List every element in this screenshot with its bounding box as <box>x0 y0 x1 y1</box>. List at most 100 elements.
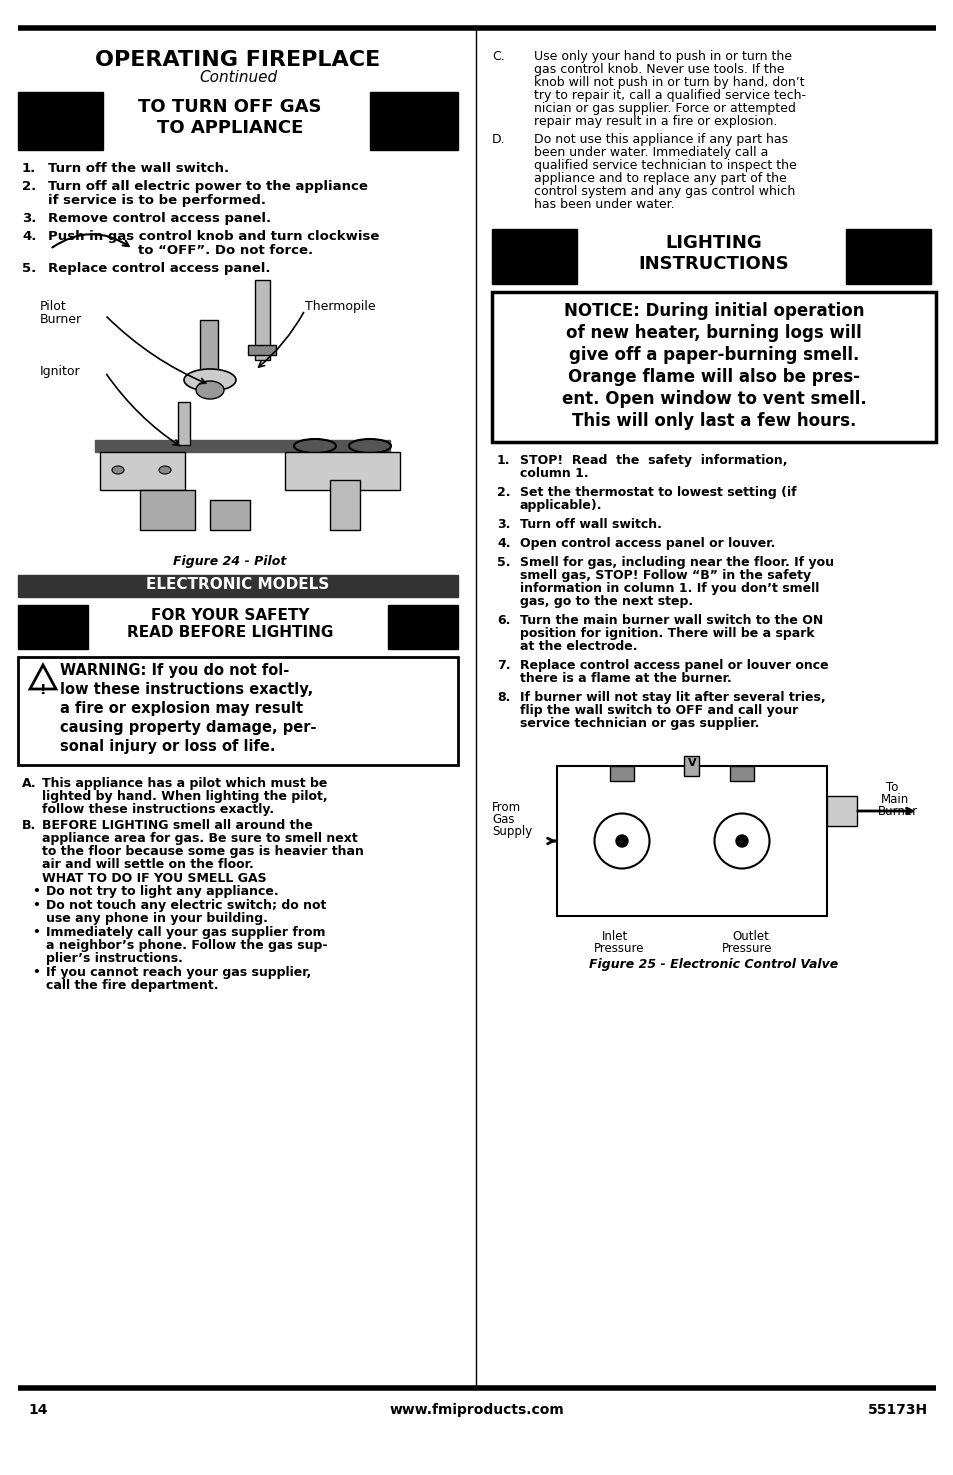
Text: Gas: Gas <box>492 813 514 826</box>
Text: Set the thermostat to lowest setting (if: Set the thermostat to lowest setting (if <box>519 485 796 499</box>
Text: If you cannot reach your gas supplier,: If you cannot reach your gas supplier, <box>46 966 311 979</box>
Text: nician or gas supplier. Force or attempted: nician or gas supplier. Force or attempt… <box>534 102 795 115</box>
Text: service technician or gas supplier.: service technician or gas supplier. <box>519 717 759 730</box>
Text: at the electrode.: at the electrode. <box>519 640 637 653</box>
Text: STOP!  Read  the  safety  information,: STOP! Read the safety information, <box>519 454 786 468</box>
Text: position for ignition. There will be a spark: position for ignition. There will be a s… <box>519 627 814 640</box>
Text: information in column 1. If you don’t smell: information in column 1. If you don’t sm… <box>519 583 819 594</box>
Text: Burner: Burner <box>40 313 82 326</box>
Text: gas, go to the next step.: gas, go to the next step. <box>519 594 693 608</box>
Text: Do not try to light any appliance.: Do not try to light any appliance. <box>46 885 278 898</box>
Bar <box>18 656 457 766</box>
Text: to “OFF”. Do not force.: to “OFF”. Do not force. <box>138 243 313 257</box>
Text: Do not touch any electric switch; do not: Do not touch any electric switch; do not <box>46 898 326 912</box>
Text: Immediately call your gas supplier from: Immediately call your gas supplier from <box>46 926 325 940</box>
Text: To: To <box>885 780 898 794</box>
Text: Figure 25 - Electronic Control Valve: Figure 25 - Electronic Control Valve <box>589 957 838 971</box>
Text: If burner will not stay lit after several tries,: If burner will not stay lit after severa… <box>519 690 824 704</box>
Text: call the fire department.: call the fire department. <box>46 979 218 993</box>
FancyArrowPatch shape <box>52 235 129 248</box>
Text: 2.: 2. <box>497 485 510 499</box>
Text: Open control access panel or louver.: Open control access panel or louver. <box>519 537 775 550</box>
Bar <box>140 490 194 530</box>
Text: qualified service technician to inspect the: qualified service technician to inspect … <box>534 159 796 173</box>
Text: 5.: 5. <box>497 556 510 569</box>
Text: •: • <box>32 885 40 898</box>
Text: B.: B. <box>22 819 36 832</box>
Text: try to repair it, call a qualified service tech-: try to repair it, call a qualified servi… <box>534 88 805 102</box>
Text: Replace control access panel or louver once: Replace control access panel or louver o… <box>519 659 828 673</box>
Text: 4.: 4. <box>22 230 36 243</box>
Bar <box>330 479 359 530</box>
Text: low these instructions exactly,: low these instructions exactly, <box>60 681 313 698</box>
Bar <box>557 766 826 916</box>
Text: ent. Open window to vent smell.: ent. Open window to vent smell. <box>561 389 865 409</box>
Text: a neighbor’s phone. Follow the gas sup-: a neighbor’s phone. Follow the gas sup- <box>46 940 327 951</box>
Text: Figure 24 - Pilot: Figure 24 - Pilot <box>173 555 287 568</box>
Text: 8.: 8. <box>497 690 510 704</box>
Text: 1.: 1. <box>22 162 36 176</box>
Text: Push in gas control knob and turn clockwise: Push in gas control knob and turn clockw… <box>48 230 379 243</box>
Text: there is a flame at the burner.: there is a flame at the burner. <box>519 673 731 684</box>
Text: 3.: 3. <box>497 518 510 531</box>
Text: of new heater, burning logs will: of new heater, burning logs will <box>565 324 861 342</box>
Text: knob will not push in or turn by hand, don’t: knob will not push in or turn by hand, d… <box>534 77 803 88</box>
Text: plier’s instructions.: plier’s instructions. <box>46 951 183 965</box>
Text: Replace control access panel.: Replace control access panel. <box>48 263 271 274</box>
Text: a fire or explosion may result: a fire or explosion may result <box>60 701 303 715</box>
Text: 6.: 6. <box>497 614 510 627</box>
Bar <box>210 500 250 530</box>
Text: Turn the main burner wall switch to the ON: Turn the main burner wall switch to the … <box>519 614 822 627</box>
Text: Main: Main <box>880 794 908 805</box>
Text: 55173H: 55173H <box>867 1403 927 1417</box>
Text: WHAT TO DO IF YOU SMELL GAS: WHAT TO DO IF YOU SMELL GAS <box>42 872 266 885</box>
Text: www.fmiproducts.com: www.fmiproducts.com <box>389 1403 564 1417</box>
Text: ELECTRONIC MODELS: ELECTRONIC MODELS <box>146 577 330 591</box>
Bar <box>18 575 457 597</box>
Text: Use only your hand to push in or turn the: Use only your hand to push in or turn th… <box>534 50 791 63</box>
Text: causing property damage, per-: causing property damage, per- <box>60 720 316 735</box>
Ellipse shape <box>112 466 124 473</box>
Bar <box>826 796 856 826</box>
Text: to the floor because some gas is heavier than: to the floor because some gas is heavier… <box>42 845 363 858</box>
Text: •: • <box>32 898 40 912</box>
Bar <box>18 91 103 150</box>
Text: D.: D. <box>492 133 505 146</box>
Text: FOR YOUR SAFETY
READ BEFORE LIGHTING: FOR YOUR SAFETY READ BEFORE LIGHTING <box>127 608 333 640</box>
Text: Thermopile: Thermopile <box>305 299 375 313</box>
Text: BEFORE LIGHTING smell all around the: BEFORE LIGHTING smell all around the <box>42 819 313 832</box>
Bar <box>200 320 218 381</box>
Text: lighted by hand. When lighting the pilot,: lighted by hand. When lighting the pilot… <box>42 791 327 802</box>
Text: •: • <box>32 966 40 979</box>
Text: Supply: Supply <box>492 825 532 838</box>
Text: Pressure: Pressure <box>721 943 772 954</box>
Text: V: V <box>687 758 696 768</box>
Bar <box>254 280 270 360</box>
Text: OPERATING FIREPLACE: OPERATING FIREPLACE <box>95 50 380 69</box>
Text: Burner: Burner <box>877 805 917 819</box>
Text: repair may result in a fire or explosion.: repair may result in a fire or explosion… <box>534 115 777 128</box>
Bar <box>845 229 930 285</box>
Text: 1.: 1. <box>497 454 510 468</box>
Text: Smell for gas, including near the floor. If you: Smell for gas, including near the floor.… <box>519 556 833 569</box>
Bar <box>370 91 457 150</box>
Text: 4.: 4. <box>497 537 510 550</box>
Bar <box>18 605 88 649</box>
Text: gas control knob. Never use tools. If the: gas control knob. Never use tools. If th… <box>534 63 783 77</box>
Bar <box>285 451 399 490</box>
Text: 14: 14 <box>28 1403 48 1417</box>
Text: sonal injury or loss of life.: sonal injury or loss of life. <box>60 739 275 754</box>
Text: give off a paper-burning smell.: give off a paper-burning smell. <box>568 347 859 364</box>
Text: 5.: 5. <box>22 263 36 274</box>
Bar <box>492 229 577 285</box>
Text: Continued: Continued <box>199 69 276 86</box>
Text: Outlet: Outlet <box>731 931 768 943</box>
Text: applicable).: applicable). <box>519 499 602 512</box>
Text: control system and any gas control which: control system and any gas control which <box>534 184 795 198</box>
Bar <box>609 766 634 780</box>
Text: been under water. Immediately call a: been under water. Immediately call a <box>534 146 767 159</box>
Text: WARNING: If you do not fol-: WARNING: If you do not fol- <box>60 662 289 678</box>
Text: From: From <box>492 801 520 814</box>
Text: Ignitor: Ignitor <box>40 364 81 378</box>
Text: 7.: 7. <box>497 659 510 673</box>
